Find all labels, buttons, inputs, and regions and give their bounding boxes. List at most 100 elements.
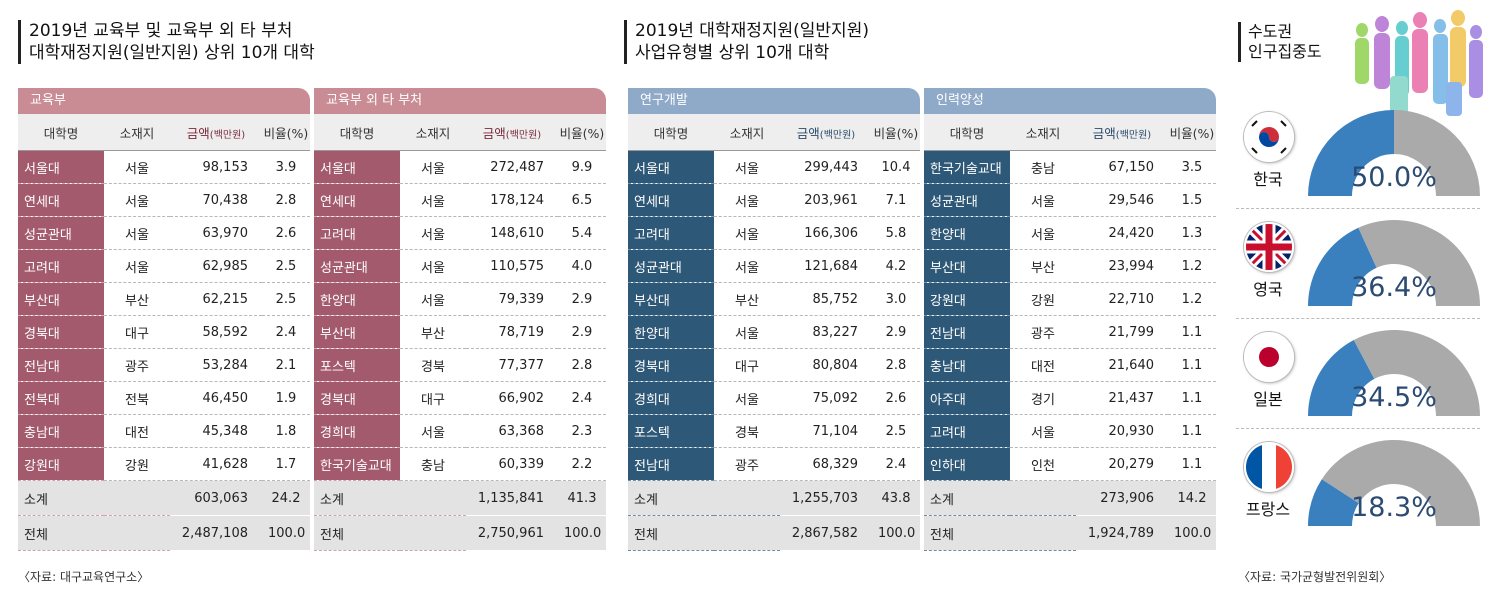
- ratio-cell: 2.5: [872, 414, 920, 448]
- university-name: 경북대: [18, 315, 104, 349]
- subtotal-ratio: 43.8: [872, 480, 920, 516]
- col-header-ratio: 비율(%): [262, 114, 310, 151]
- ratio-cell: 2.4: [872, 447, 920, 481]
- table-row: 전남대 광주 21,799 1.1: [924, 315, 1216, 349]
- table-row: 서울대 서울 98,153 3.9: [18, 150, 310, 184]
- region-cell: 강원: [1010, 282, 1076, 316]
- total-row: 전체 2,750,961 100.0: [314, 515, 606, 551]
- table-row: 부산대 부산 85,752 3.0: [628, 282, 920, 316]
- table-row: 고려대 서울 20,930 1.1: [924, 414, 1216, 448]
- university-name: 성균관대: [314, 249, 400, 283]
- region-cell: 서울: [400, 282, 466, 316]
- country-name: 일본: [1253, 390, 1283, 409]
- region-cell: 서울: [400, 414, 466, 448]
- amount-cell: 60,339: [466, 447, 558, 481]
- col-header-region: 소재지: [714, 114, 780, 151]
- university-name: 강원대: [924, 282, 1010, 316]
- country-divider: [1236, 318, 1480, 319]
- gauge-percent-label: 18.3%: [1351, 492, 1437, 523]
- table-row: 강원대 강원 41,628 1.7: [18, 447, 310, 481]
- amount-cell: 23,994: [1076, 249, 1168, 283]
- gauge-remainder-arc: [1358, 220, 1480, 306]
- subtotal-label: 소계: [924, 480, 1076, 516]
- col-header-amount: 금액(백만원): [780, 114, 872, 151]
- university-name: 부산대: [314, 315, 400, 349]
- col-header-name: 대학명: [18, 114, 104, 151]
- gauge-percent-label: 34.5%: [1351, 382, 1437, 413]
- region-cell: 서울: [714, 150, 780, 184]
- table-row: 충남대 대전 45,348 1.8: [18, 414, 310, 448]
- total-amount: 2,487,108: [170, 515, 262, 551]
- amount-cell: 272,487: [466, 150, 558, 184]
- table-row: 전남대 광주 68,329 2.4: [628, 447, 920, 481]
- university-name: 아주대: [924, 381, 1010, 415]
- amount-cell: 70,438: [170, 183, 262, 217]
- amount-cell: 29,546: [1076, 183, 1168, 217]
- region-cell: 광주: [1010, 315, 1076, 349]
- university-name: 서울대: [314, 150, 400, 184]
- amount-cell: 53,284: [170, 348, 262, 382]
- col-header-region: 소재지: [1010, 114, 1076, 151]
- table-header-row: 대학명 소재지 금액(백만원) 비율(%): [924, 114, 1216, 151]
- side-source: 〈자료: 국가균형발전위원회〉: [1238, 570, 1392, 584]
- region-cell: 서울: [104, 183, 170, 217]
- subtotal-label: 소계: [628, 480, 780, 516]
- col-header-amount: 금액(백만원): [170, 114, 262, 151]
- total-label: 전체: [628, 515, 780, 551]
- amount-cell: 148,610: [466, 216, 558, 250]
- ratio-cell: 2.4: [262, 315, 310, 349]
- university-name: 부산대: [924, 249, 1010, 283]
- data-table-1: 대학명 소재지 금액(백만원) 비율(%) 서울대 서울 98,153 3.9 연세대 서울 70,…: [18, 114, 310, 551]
- country-divider: [1236, 208, 1480, 209]
- amount-cell: 75,092: [780, 381, 872, 415]
- region-cell: 서울: [1010, 216, 1076, 250]
- amount-cell: 85,752: [780, 282, 872, 316]
- total-amount: 2,867,582: [780, 515, 872, 551]
- ratio-cell: 5.4: [558, 216, 606, 250]
- gauge-remainder-arc: [1321, 440, 1480, 526]
- table-row: 서울대 서울 299,443 10.4: [628, 150, 920, 184]
- middle-title: 2019년 대학재정지원(일반지원) 사업유형별 상위 10개 대학: [624, 20, 869, 64]
- col-header-ratio: 비율(%): [558, 114, 606, 151]
- ratio-cell: 1.3: [1168, 216, 1216, 250]
- total-label: 전체: [18, 515, 170, 551]
- total-label: 전체: [314, 515, 466, 551]
- ratio-cell: 2.9: [872, 315, 920, 349]
- region-cell: 서울: [714, 216, 780, 250]
- university-name: 연세대: [314, 183, 400, 217]
- amount-cell: 121,684: [780, 249, 872, 283]
- table-row: 부산대 부산 23,994 1.2: [924, 249, 1216, 283]
- ratio-cell: 1.1: [1168, 414, 1216, 448]
- country-row: 일본 34.5%: [1236, 324, 1480, 434]
- left-source: 〈자료: 대구교육연구소〉: [18, 570, 150, 584]
- region-cell: 인천: [1010, 447, 1076, 481]
- amount-cell: 41,628: [170, 447, 262, 481]
- table-row: 강원대 강원 22,710 1.2: [924, 282, 1216, 316]
- crowd-illustration: [1355, 10, 1483, 116]
- tab-ministry-of-education: 교육부: [18, 88, 310, 114]
- university-name: 경북대: [314, 381, 400, 415]
- university-name: 한양대: [628, 315, 714, 349]
- region-cell: 서울: [400, 150, 466, 184]
- gauge-percent-label: 36.4%: [1351, 272, 1437, 303]
- ratio-cell: 2.8: [558, 348, 606, 382]
- ratio-cell: 2.2: [558, 447, 606, 481]
- amount-cell: 110,575: [466, 249, 558, 283]
- table-header-row: 대학명 소재지 금액(백만원) 비율(%): [314, 114, 606, 151]
- ratio-cell: 2.6: [262, 216, 310, 250]
- total-row: 전체 1,924,789 100.0: [924, 515, 1216, 551]
- university-name: 한국기술교대: [924, 150, 1010, 184]
- ratio-cell: 3.0: [872, 282, 920, 316]
- uk-flag-icon: [1244, 222, 1294, 272]
- region-cell: 서울: [714, 249, 780, 283]
- subtotal-row: 소계 1,135,841 41.3: [314, 480, 606, 516]
- table-row: 연세대 서울 178,124 6.5: [314, 183, 606, 217]
- gauge-chart: [1308, 110, 1480, 196]
- region-cell: 서울: [400, 183, 466, 217]
- region-cell: 서울: [714, 381, 780, 415]
- university-name: 경희대: [628, 381, 714, 415]
- amount-cell: 78,719: [466, 315, 558, 349]
- university-name: 충남대: [924, 348, 1010, 382]
- table-row: 성균관대 서울 63,970 2.6: [18, 216, 310, 250]
- university-name: 경북대: [628, 348, 714, 382]
